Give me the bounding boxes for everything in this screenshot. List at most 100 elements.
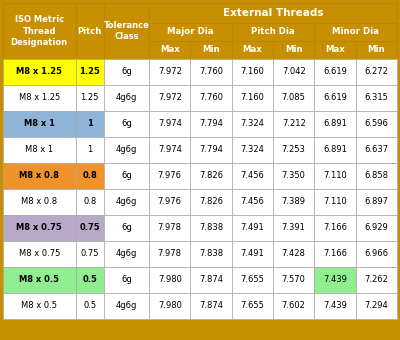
Bar — [104, 215, 149, 241]
Text: 6.637: 6.637 — [364, 146, 388, 154]
Bar — [314, 241, 356, 267]
Bar — [314, 111, 356, 137]
Bar — [190, 189, 232, 215]
Text: 1: 1 — [87, 146, 92, 154]
Bar — [3, 293, 76, 319]
Bar — [3, 241, 76, 267]
Bar — [76, 241, 104, 267]
Bar — [273, 137, 314, 163]
Bar — [356, 41, 397, 59]
Bar — [273, 85, 314, 111]
Bar — [76, 163, 104, 189]
Bar — [76, 189, 104, 215]
Bar — [232, 85, 273, 111]
Bar — [190, 59, 232, 85]
Bar — [356, 163, 397, 189]
Text: 7.389: 7.389 — [282, 198, 306, 206]
Text: 7.972: 7.972 — [158, 68, 182, 76]
Text: 7.294: 7.294 — [364, 302, 388, 310]
Text: 7.978: 7.978 — [158, 223, 182, 233]
Bar — [104, 267, 149, 293]
Text: 7.456: 7.456 — [240, 198, 264, 206]
Bar — [104, 85, 149, 111]
Bar — [356, 267, 397, 293]
Text: 7.980: 7.980 — [158, 275, 182, 285]
Text: 6.891: 6.891 — [323, 119, 347, 129]
Bar — [76, 293, 104, 319]
Bar — [273, 267, 314, 293]
Text: 6.891: 6.891 — [323, 146, 347, 154]
Bar — [190, 163, 232, 189]
Text: 7.826: 7.826 — [199, 171, 223, 181]
Bar — [149, 267, 190, 293]
Text: 7.976: 7.976 — [158, 171, 182, 181]
Bar — [3, 59, 76, 85]
Text: 7.978: 7.978 — [158, 250, 182, 258]
Text: 7.794: 7.794 — [199, 119, 223, 129]
Bar — [356, 59, 397, 85]
Text: 6g: 6g — [121, 68, 132, 76]
Text: Max: Max — [160, 46, 180, 54]
Text: M8 x 0.75: M8 x 0.75 — [18, 250, 60, 258]
Bar — [190, 241, 232, 267]
Bar — [190, 137, 232, 163]
Text: 6.897: 6.897 — [364, 198, 388, 206]
Bar — [3, 189, 76, 215]
Bar — [149, 41, 190, 59]
Bar — [314, 41, 356, 59]
Text: 6.619: 6.619 — [323, 94, 347, 102]
Bar — [314, 59, 356, 85]
Text: 7.794: 7.794 — [199, 146, 223, 154]
Text: M8 x 0.5: M8 x 0.5 — [21, 302, 57, 310]
Bar — [149, 137, 190, 163]
Text: 7.838: 7.838 — [199, 250, 223, 258]
Bar — [149, 215, 190, 241]
Bar — [104, 3, 149, 59]
Bar — [314, 23, 397, 41]
Bar — [232, 111, 273, 137]
Bar — [314, 163, 356, 189]
Text: 6.596: 6.596 — [364, 119, 388, 129]
Text: 0.5: 0.5 — [83, 302, 96, 310]
Text: ISO Metric
Thread
Designation: ISO Metric Thread Designation — [11, 15, 68, 47]
Bar — [356, 85, 397, 111]
Text: 7.456: 7.456 — [240, 171, 264, 181]
Text: M8 x 1.25: M8 x 1.25 — [16, 68, 62, 76]
Bar — [232, 137, 273, 163]
Text: 7.655: 7.655 — [240, 302, 264, 310]
Bar — [232, 23, 314, 41]
Bar — [3, 215, 76, 241]
Bar — [104, 293, 149, 319]
Bar — [356, 293, 397, 319]
Bar — [190, 293, 232, 319]
Text: External Threads: External Threads — [223, 8, 323, 18]
Bar — [190, 85, 232, 111]
Text: 7.980: 7.980 — [158, 302, 182, 310]
Text: 7.350: 7.350 — [282, 171, 306, 181]
Bar — [232, 163, 273, 189]
Text: 7.838: 7.838 — [199, 223, 223, 233]
Bar — [314, 267, 356, 293]
Text: 1: 1 — [87, 119, 92, 129]
Text: 6g: 6g — [121, 119, 132, 129]
Bar — [149, 3, 397, 23]
Text: 7.110: 7.110 — [323, 198, 347, 206]
Bar — [149, 293, 190, 319]
Text: 7.324: 7.324 — [240, 146, 264, 154]
Text: 6.315: 6.315 — [364, 94, 388, 102]
Bar — [232, 215, 273, 241]
Text: Tolerance
Class: Tolerance Class — [104, 21, 149, 41]
Text: Major Dia: Major Dia — [167, 28, 214, 36]
Bar — [76, 215, 104, 241]
Text: M8 x 1.25: M8 x 1.25 — [19, 94, 60, 102]
Bar — [232, 267, 273, 293]
Bar — [190, 41, 232, 59]
Text: 6g: 6g — [121, 275, 132, 285]
Text: 4g6g: 4g6g — [116, 302, 137, 310]
Bar — [104, 111, 149, 137]
Bar — [273, 59, 314, 85]
Text: 0.5: 0.5 — [82, 275, 97, 285]
Text: 7.110: 7.110 — [323, 171, 347, 181]
Bar — [3, 137, 76, 163]
Text: 7.826: 7.826 — [199, 198, 223, 206]
